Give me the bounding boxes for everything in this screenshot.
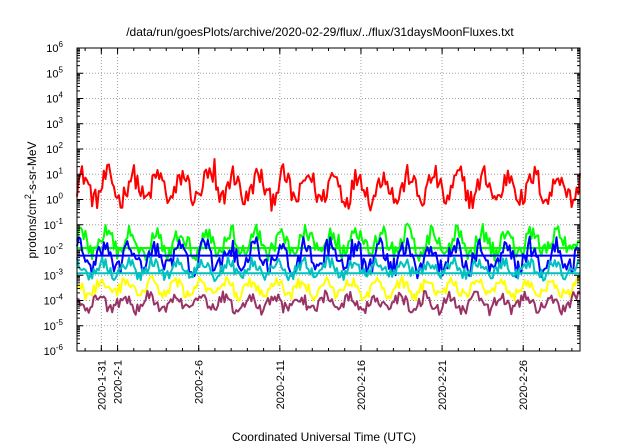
y-tick-label-base: 10 xyxy=(44,321,56,333)
y-tick-label: 106 xyxy=(46,40,63,55)
y-tick-label-base: 10 xyxy=(44,245,56,257)
y-axis-ticks: 10-610-510-410-310-210-11001011021031041… xyxy=(44,40,580,358)
series-line xyxy=(76,275,581,302)
series-line xyxy=(76,158,581,212)
y-tick-label-exp: -1 xyxy=(56,217,64,226)
y-tick-label-base: 10 xyxy=(46,68,58,80)
y-tick-label: 104 xyxy=(46,91,63,106)
y-tick-label: 105 xyxy=(46,65,63,80)
x-tick-label: 2020-1-31 xyxy=(96,360,108,410)
y-tick-label-exp: 4 xyxy=(59,91,64,100)
y-tick-label-exp: 2 xyxy=(59,141,64,150)
y-tick-label-exp: 1 xyxy=(59,166,64,175)
y-tick-label-base: 10 xyxy=(46,119,58,131)
y-axis-label-suffix: -s-sr-MeV xyxy=(25,141,39,194)
y-tick-label-exp: 6 xyxy=(59,40,64,49)
y-tick-label-base: 10 xyxy=(46,144,58,156)
chart-title: /data/run/goesPlots/archive/2020-02-29/f… xyxy=(126,25,514,39)
y-tick-label: 10-5 xyxy=(44,318,64,333)
y-tick-label-exp: 5 xyxy=(59,65,64,74)
x-axis-label: Coordinated Universal Time (UTC) xyxy=(232,430,416,444)
y-tick-label-exp: -2 xyxy=(56,242,64,251)
data-series xyxy=(76,158,581,317)
y-tick-label: 101 xyxy=(46,166,63,181)
y-tick-label-exp: -6 xyxy=(56,343,64,352)
y-tick-label-base: 10 xyxy=(44,220,56,232)
y-tick-label-base: 10 xyxy=(46,169,58,181)
y-tick-label: 103 xyxy=(46,116,63,131)
y-tick-label: 102 xyxy=(46,141,63,156)
y-axis-label-sup: 2 xyxy=(23,194,33,199)
y-axis-label-prefix: protons/cm xyxy=(25,199,39,258)
x-tick-label: 2020-2-26 xyxy=(518,360,530,410)
y-tick-label: 100 xyxy=(46,192,63,207)
y-tick-label-exp: 0 xyxy=(59,192,64,201)
x-tick-label: 2020-2-11 xyxy=(275,360,287,409)
y-tick-label-exp: -3 xyxy=(56,267,64,276)
series-line xyxy=(76,222,581,262)
y-tick-label-base: 10 xyxy=(44,346,56,358)
y-axis-label: protons/cm2-s-sr-MeV xyxy=(23,141,39,258)
y-tick-label-base: 10 xyxy=(46,43,58,55)
y-tick-label-base: 10 xyxy=(46,195,58,207)
y-tick-label: 10-1 xyxy=(44,217,64,232)
x-tick-label: 2020-2-16 xyxy=(356,360,368,410)
y-tick-label: 10-4 xyxy=(44,293,64,308)
y-tick-label: 10-6 xyxy=(44,343,64,358)
y-tick-label-exp: -4 xyxy=(56,293,64,302)
x-axis-ticks: 2020-1-31 2020-2-1 2020-2-6 2020-2-11 2020-2… xyxy=(84,48,573,410)
x-tick-label: 2020-2-21 xyxy=(437,360,449,410)
y-tick-label: 10-3 xyxy=(44,267,64,282)
y-tick-label-base: 10 xyxy=(46,94,58,106)
y-tick-label: 10-2 xyxy=(44,242,64,257)
series-line xyxy=(76,255,581,283)
y-tick-label-exp: -5 xyxy=(56,318,64,327)
series-line xyxy=(76,289,581,317)
y-tick-label-exp: 3 xyxy=(59,116,64,125)
y-tick-label-base: 10 xyxy=(44,270,56,282)
x-tick-label: 2020-2-6 xyxy=(194,360,206,404)
x-tick-label: 2020-2-1 xyxy=(113,360,125,404)
y-tick-label-base: 10 xyxy=(44,296,56,308)
